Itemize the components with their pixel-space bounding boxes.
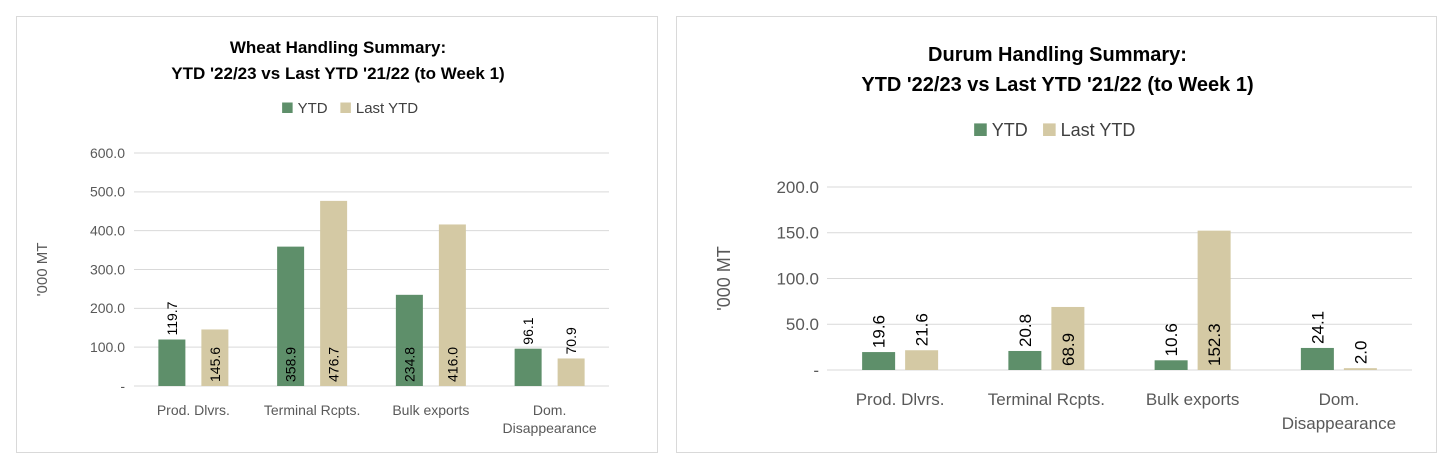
bar-0: [277, 246, 305, 386]
legend-swatch-1: [1043, 123, 1056, 136]
data-label: 70.9: [563, 327, 579, 354]
data-label: 145.6: [207, 347, 223, 382]
x-tick-label: Prod. Dlvrs.: [157, 402, 230, 418]
y-axis-label: '000 MT: [714, 246, 734, 310]
bar-1: [201, 329, 229, 386]
data-label: 416.0: [444, 347, 460, 382]
chart-subtitle: YTD '22/23 vs Last YTD '21/22 (to Week 1…: [171, 64, 504, 83]
data-label: 24.1: [1308, 311, 1327, 344]
data-label: 68.9: [1059, 333, 1078, 366]
bar-1: [557, 358, 585, 386]
legend-label-1: Last YTD: [1061, 120, 1136, 140]
y-tick-label: 150.0: [776, 224, 819, 243]
legend-label-1: Last YTD: [356, 100, 418, 117]
y-tick-label: 100.0: [90, 339, 125, 355]
x-tick-label: Terminal Rcpts.: [988, 390, 1105, 409]
x-tick-label: Dom. Disappearance: [503, 402, 597, 436]
y-tick-label: 100.0: [776, 269, 819, 288]
bar-0: [1008, 350, 1042, 370]
chart-title: Wheat Handling Summary:: [230, 38, 446, 57]
chart-title: Durum Handling Summary:: [928, 44, 1187, 66]
bar-0: [514, 348, 542, 386]
data-label: 152.3: [1205, 323, 1224, 366]
bar-0: [395, 294, 423, 386]
y-tick-label: -: [120, 378, 125, 394]
y-tick-label: 600.0: [90, 145, 125, 161]
data-label: 119.7: [164, 301, 180, 335]
data-label: 2.0: [1351, 341, 1370, 365]
x-tick-label: Prod. Dlvrs.: [856, 390, 945, 409]
data-label: 96.1: [520, 317, 536, 344]
y-tick-label: 400.0: [90, 223, 125, 239]
y-axis-label: '000 MT: [34, 243, 51, 297]
data-label: 19.6: [870, 315, 889, 348]
legend-swatch-1: [340, 102, 351, 113]
chart-svg: Durum Handling Summary: YTD '22/23 vs Las…: [714, 44, 1412, 433]
y-tick-label: 50.0: [786, 315, 819, 334]
data-label: 234.8: [401, 347, 417, 382]
legend-label-0: YTD: [298, 100, 328, 117]
bar-1: [1197, 230, 1231, 370]
bar-1: [320, 200, 348, 386]
y-tick-label: 500.0: [90, 184, 125, 200]
legend: YTD Last YTD: [282, 100, 418, 117]
durum-chart-panel: Durum Handling Summary: YTD '22/23 vs Las…: [676, 16, 1437, 453]
bar-1: [1343, 368, 1377, 370]
x-tick-label: Dom. Disappearance: [1282, 390, 1396, 433]
bar-0: [1154, 360, 1188, 370]
chart-subtitle: YTD '22/23 vs Last YTD '21/22 (to Week 1…: [861, 74, 1253, 96]
legend: YTD Last YTD: [974, 120, 1135, 140]
data-label: 476.7: [326, 347, 342, 382]
legend-label-0: YTD: [992, 120, 1028, 140]
x-tick-label: Terminal Rcpts.: [264, 402, 360, 418]
x-tick-label: Bulk exports: [1146, 390, 1240, 409]
data-label: 21.6: [913, 313, 932, 346]
y-tick-label: -: [813, 361, 819, 380]
data-label: 358.9: [283, 347, 299, 382]
data-label: 20.8: [1016, 314, 1035, 347]
bar-1: [1051, 306, 1085, 370]
data-label: 10.6: [1162, 323, 1181, 356]
bar-0: [158, 339, 186, 386]
bar-1: [438, 224, 466, 386]
bar-0: [1300, 347, 1334, 370]
bar-0: [862, 352, 896, 370]
x-tick-label: Bulk exports: [392, 402, 469, 418]
chart-svg: Wheat Handling Summary: YTD '22/23 vs Las…: [34, 38, 609, 436]
y-tick-label: 300.0: [90, 261, 125, 277]
bar-1: [905, 350, 939, 370]
wheat-chart-panel: Wheat Handling Summary: YTD '22/23 vs Las…: [16, 16, 658, 453]
legend-swatch-0: [282, 102, 293, 113]
y-tick-label: 200.0: [776, 178, 819, 197]
legend-swatch-0: [974, 123, 987, 136]
y-tick-label: 200.0: [90, 300, 125, 316]
